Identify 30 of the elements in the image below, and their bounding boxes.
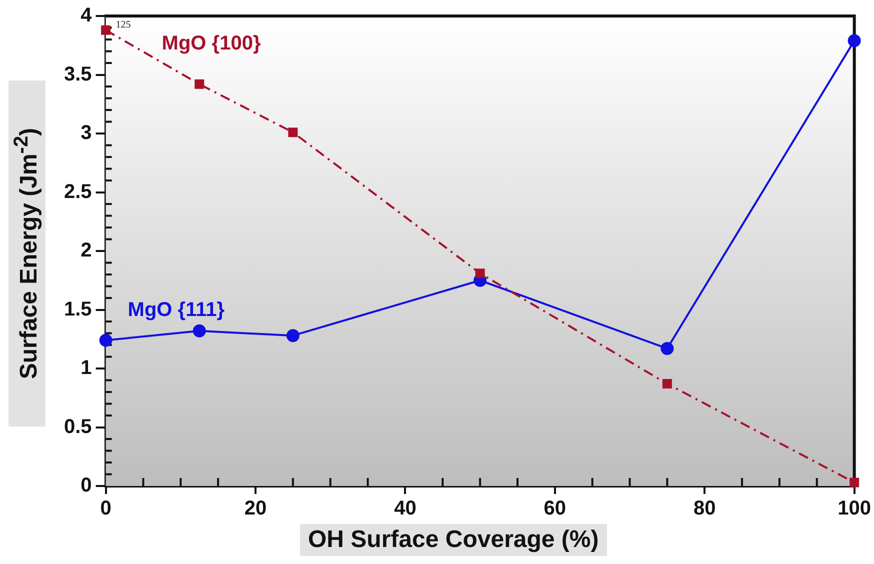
x-tick-label: 100 [838,498,872,520]
point [192,324,206,338]
series-label: MgO {111} [128,298,225,321]
y-tick-label: 2.5 [64,180,92,203]
y-tick-label: 1.5 [64,298,92,320]
point [475,268,485,278]
point [194,79,204,89]
y-tick-label: 0.5 [64,416,92,438]
x-tick-label: 40 [394,498,416,520]
point [848,34,861,48]
annotation: 125 [116,20,131,31]
y-tick-label: 4 [80,4,93,27]
x-tick-label: 0 [100,498,112,520]
x-tick-label: 60 [544,498,566,520]
point [288,128,298,138]
y-tick-label: 2 [80,240,92,262]
point [662,379,672,389]
y-tick-label: 3 [80,122,92,144]
point [101,25,111,35]
x-tick-label: 20 [244,498,267,520]
point [850,478,860,488]
point [286,329,300,342]
y-tick-label: 3.5 [64,63,92,86]
series-label: MgO {100} [162,32,261,55]
point [99,334,112,347]
x-tick-label: 80 [693,498,716,520]
x-axis-title: OH Surface Coverage (%) [300,524,607,556]
y-tick-label: 0 [80,474,92,497]
point [660,342,674,356]
y-tick-label: 1 [80,357,92,380]
